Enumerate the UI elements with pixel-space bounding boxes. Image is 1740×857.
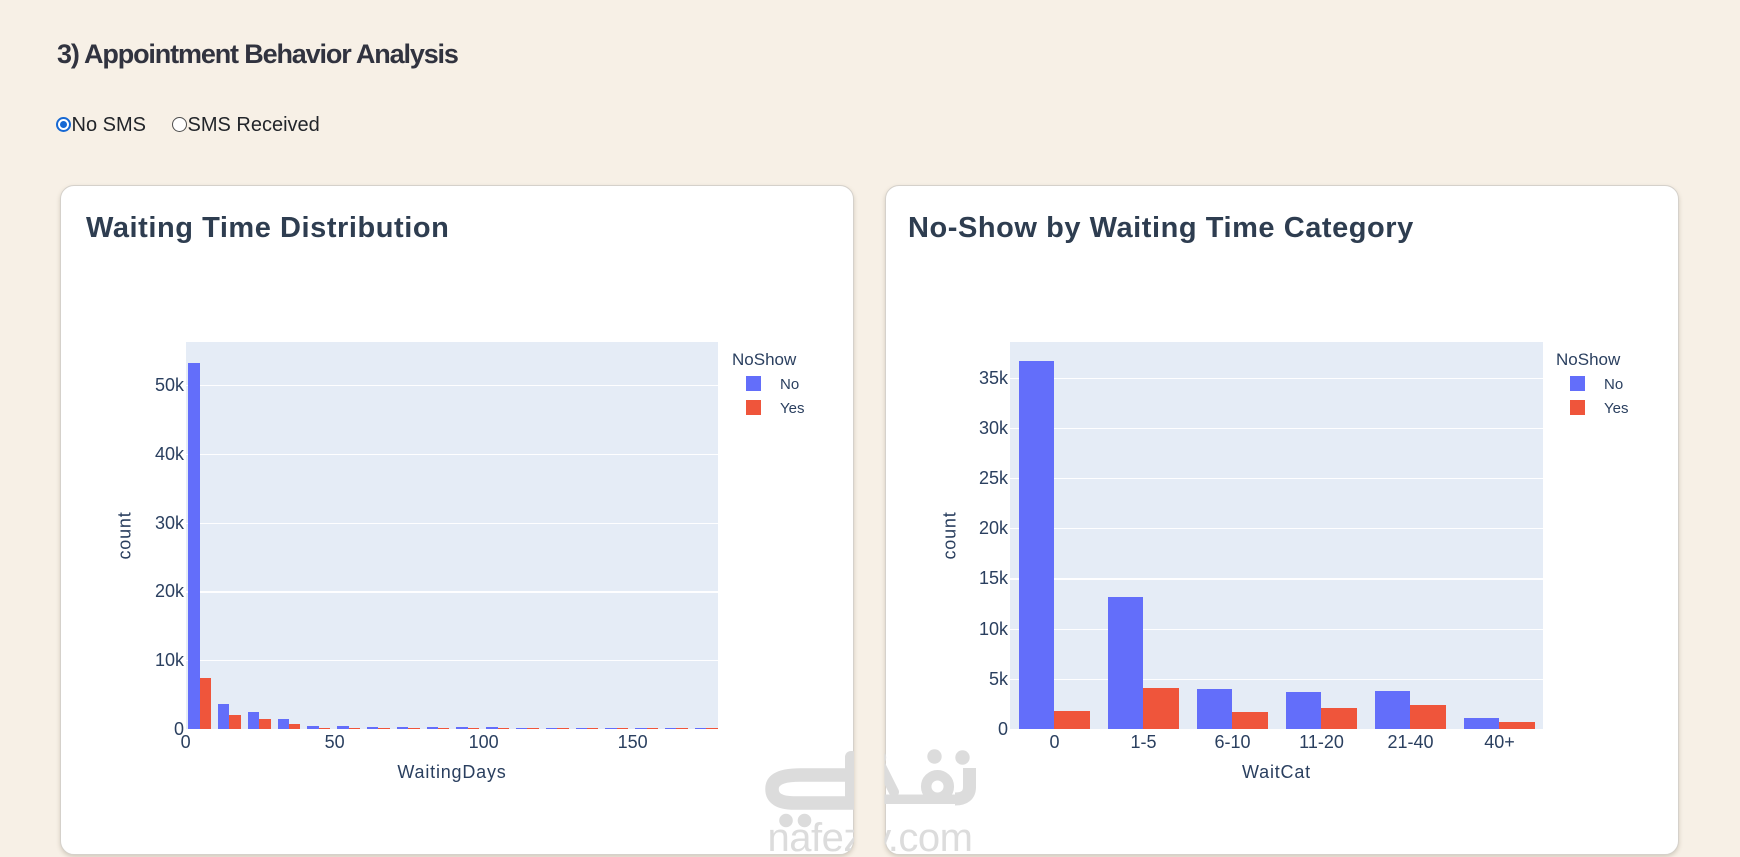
svg-text:nafezly.com: nafezly.com	[768, 816, 973, 857]
